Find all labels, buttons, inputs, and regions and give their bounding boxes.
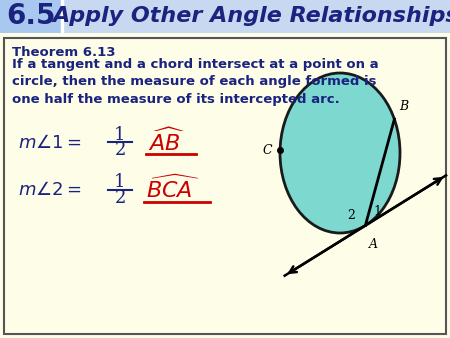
Text: B: B: [400, 100, 409, 113]
Text: 1: 1: [114, 126, 126, 144]
Bar: [0, 0, 450, 33]
Text: $m\angle 1=$: $m\angle 1=$: [18, 134, 82, 152]
Text: 2: 2: [114, 189, 126, 207]
Text: 2: 2: [114, 141, 126, 159]
Text: If a tangent and a chord intersect at a point on a
circle, then the measure of e: If a tangent and a chord intersect at a …: [12, 58, 378, 106]
Text: 6.5: 6.5: [6, 2, 56, 30]
Text: 1: 1: [114, 173, 126, 191]
Bar: [0, 0, 62, 33]
Text: Theorem 6.13: Theorem 6.13: [12, 46, 116, 59]
Text: $\widehat{AB}$: $\widehat{AB}$: [148, 128, 185, 155]
Text: A: A: [369, 238, 378, 250]
Text: $\widehat{BCA}$: $\widehat{BCA}$: [146, 175, 199, 203]
Text: 2: 2: [347, 209, 356, 222]
FancyBboxPatch shape: [4, 38, 446, 334]
Text: Apply Other Angle Relationships: Apply Other Angle Relationships: [53, 6, 450, 26]
Text: 1: 1: [374, 205, 381, 218]
Ellipse shape: [280, 73, 400, 233]
Text: $m\angle 2=$: $m\angle 2=$: [18, 181, 82, 199]
Text: C: C: [262, 144, 272, 157]
